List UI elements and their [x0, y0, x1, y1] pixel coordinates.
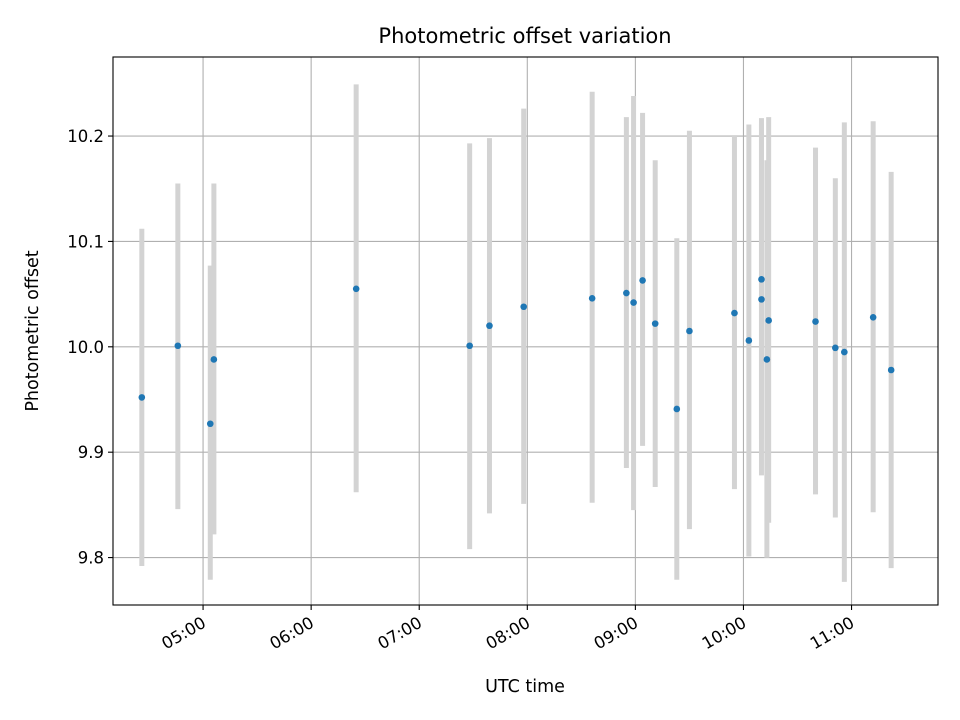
data-point: [758, 276, 765, 283]
y-tick-label: 10.1: [67, 232, 104, 251]
data-point: [352, 285, 360, 293]
data-point: [623, 289, 630, 297]
data-point: [832, 344, 839, 352]
x-axis-label: UTC time: [485, 677, 565, 697]
data-point: [138, 394, 146, 401]
y-tick-label: 9.8: [78, 549, 104, 568]
y-axis: 9.8 9.9 10.0 10.1 10.2: [67, 127, 113, 568]
plot-frame: [112, 56, 939, 606]
y-axis-label: Photometric offset: [23, 250, 43, 411]
data-point: [887, 366, 895, 374]
data-point: [686, 327, 693, 335]
data-point: [812, 318, 819, 325]
data-point: [745, 337, 753, 344]
data-point: [206, 420, 214, 428]
data-points: [138, 276, 895, 428]
y-tick-label: 10.0: [67, 338, 104, 357]
data-point: [630, 299, 637, 306]
data-point: [486, 322, 493, 330]
chart-title: Photometric offset variation: [378, 24, 671, 48]
data-point: [765, 317, 772, 324]
data-point: [841, 348, 848, 356]
data-point: [520, 303, 527, 311]
data-point: [731, 309, 738, 317]
data-point: [869, 314, 877, 321]
data-point: [466, 342, 473, 350]
data-point: [639, 277, 646, 284]
data-point: [758, 296, 765, 303]
data-point: [210, 356, 218, 363]
y-tick-label: 10.2: [67, 127, 104, 146]
data-point: [651, 320, 659, 327]
y-tick-label: 9.9: [78, 443, 104, 462]
data-point: [763, 356, 771, 363]
data-point: [588, 295, 596, 302]
data-point: [174, 342, 182, 350]
data-point: [673, 405, 681, 413]
